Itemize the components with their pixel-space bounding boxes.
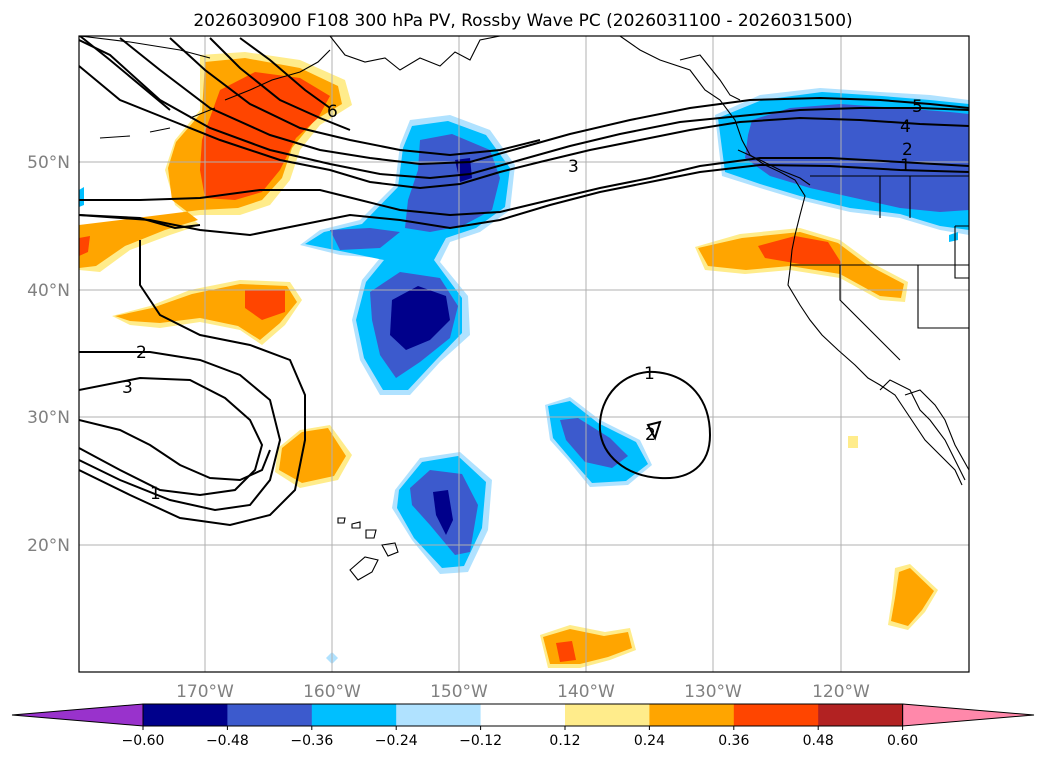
- map-frame: [78, 35, 970, 673]
- map-panel: 6 3 5 4 2 1 2 3 1 1 2: [78, 35, 970, 673]
- lon-label: 160°W: [303, 682, 361, 702]
- positive-pv-region-central: [245, 290, 285, 320]
- colorbar-segment: [227, 704, 313, 726]
- colorbar-segment: [565, 704, 650, 726]
- positive-pv-region-southeast: [891, 568, 934, 626]
- colorbar-extension-high: [902, 703, 1035, 727]
- lon-label: 170°W: [176, 682, 234, 702]
- lat-label: 50°N: [27, 153, 70, 173]
- colorbar-tick-label: −0.24: [375, 733, 418, 749]
- contour-label: 6: [327, 102, 338, 122]
- colorbar-tick-label: −0.12: [459, 733, 502, 749]
- positive-pv-region-small: [848, 436, 858, 448]
- latitude-labels: 50°N 40°N 30°N 20°N: [27, 153, 70, 556]
- contour-label: 2: [645, 425, 656, 445]
- colorbar-segment: [649, 704, 735, 726]
- lon-label: 120°W: [812, 682, 870, 702]
- negative-pv-region-central: [330, 228, 400, 250]
- colorbar-tick-label: −0.48: [206, 733, 249, 749]
- positive-pv-region-subtropical: [279, 428, 346, 483]
- colorbar-extension-low: [11, 703, 144, 727]
- longitude-labels: 170°W 160°W 150°W 140°W 130°W 120°W: [176, 682, 870, 702]
- lat-label: 30°N: [27, 408, 70, 428]
- positive-pv-region-south: [556, 641, 576, 662]
- negative-pv-region-central: [405, 134, 500, 232]
- negative-pv-region-central: [390, 286, 450, 350]
- contour-labels: 6 3 5 4 2 1 2 3 1 1 2: [122, 97, 923, 504]
- colorbar-segment: [143, 704, 228, 726]
- negative-pv-region-small: [79, 187, 84, 207]
- lat-label: 40°N: [27, 281, 70, 301]
- contour-label: 1: [644, 364, 655, 384]
- colorbar-segment: [311, 704, 397, 726]
- rossby-pc-contours: [79, 36, 969, 527]
- contour-label: 5: [912, 97, 923, 117]
- contour-label: 2: [136, 343, 147, 363]
- colorbar-segment: [818, 704, 904, 726]
- gridlines: [79, 36, 969, 672]
- colorbar-frame: [142, 703, 904, 727]
- lon-label: 150°W: [430, 682, 488, 702]
- lon-label: 130°W: [684, 682, 742, 702]
- contour-label: 2: [902, 140, 913, 160]
- coastlines: [79, 36, 969, 581]
- colorbar-tick-label: 0.24: [634, 733, 665, 749]
- colorbar-tick-label: 0.12: [549, 733, 580, 749]
- colorbar: −0.60 −0.48 −0.36 −0.24 −0.12 0.12 0.24 0.36 0.4…: [11, 703, 1035, 749]
- contour-label: 3: [568, 157, 579, 177]
- negative-pv-region-northeast: [745, 104, 969, 212]
- colorbar-tick-label: 0.48: [803, 733, 834, 749]
- contour-label: 3: [122, 378, 133, 398]
- pv-shading: 6 3 5 4 2 1 2 3 1 1 2: [79, 36, 969, 672]
- colorbar-tick-label: 0.60: [887, 733, 918, 749]
- colorbar-segment: [396, 704, 482, 726]
- colorbar-tick-label: −0.60: [122, 733, 165, 749]
- negative-pv-region-small: [949, 232, 958, 242]
- positive-pv-region-northwest: [200, 72, 330, 200]
- negative-pv-region-hawaii: [433, 490, 453, 535]
- lat-label: 20°N: [27, 536, 70, 556]
- contour-label: 1: [900, 156, 911, 176]
- colorbar-tick-label: 0.36: [718, 733, 749, 749]
- positive-pv-region-northwest: [79, 236, 90, 256]
- map-title: 2026030900 F108 300 hPa PV, Rossby Wave …: [193, 11, 852, 31]
- colorbar-segment: [733, 704, 819, 726]
- contour-label: 4: [900, 117, 911, 137]
- colorbar-segment: [480, 704, 566, 726]
- contour-label: 1: [150, 484, 161, 504]
- positive-pv-region-westcoast: [758, 236, 842, 264]
- lon-label: 140°W: [557, 682, 615, 702]
- colorbar-tick-label: −0.36: [290, 733, 333, 749]
